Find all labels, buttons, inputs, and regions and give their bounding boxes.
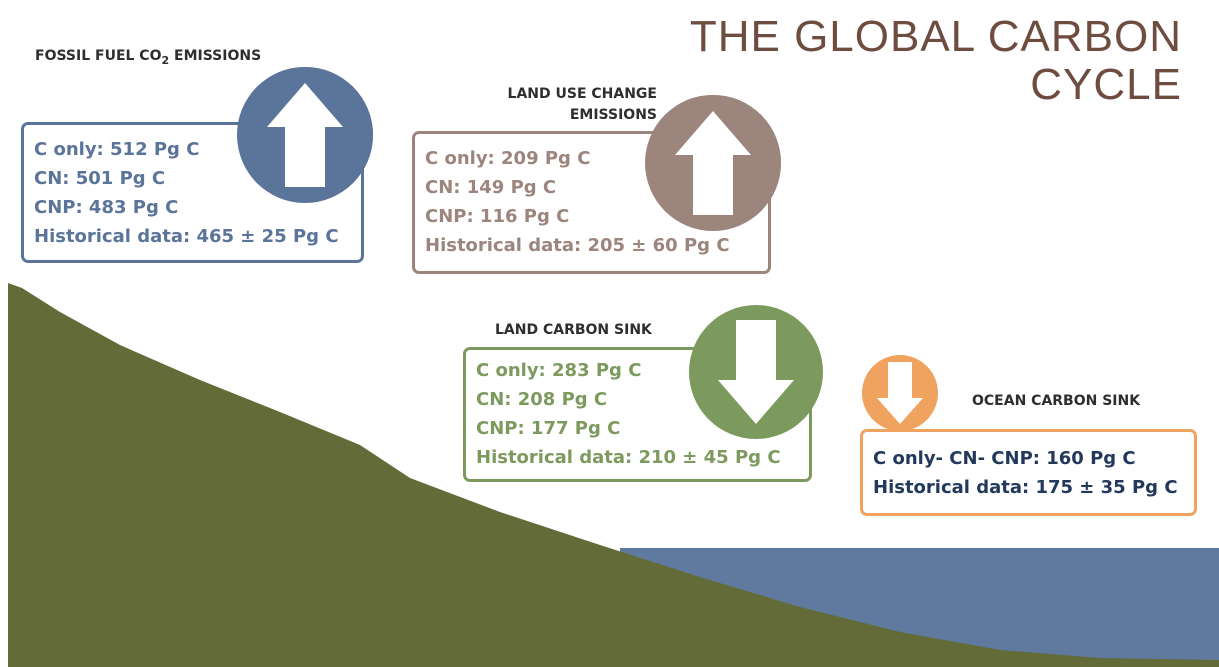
- value-line: Historical data: 465 ± 25 Pg C: [34, 226, 339, 247]
- land: [8, 283, 1219, 667]
- value-line: Historical data: 210 ± 45 Pg C: [476, 447, 781, 468]
- value-line: C only: 209 Pg C: [425, 148, 591, 169]
- label-line: EMISSIONS: [569, 107, 657, 123]
- down-arrow: [718, 320, 794, 424]
- down-arrow: [877, 362, 923, 424]
- title-line: THE GLOBAL CARBON: [689, 12, 1182, 61]
- ocean-sink-label: OCEAN CARBON SINK: [972, 393, 1141, 409]
- label-line: LAND USE CHANGE: [507, 86, 657, 102]
- value-line: C only: 512 Pg C: [34, 139, 200, 160]
- up-arrow: [675, 111, 751, 215]
- value-line: C only- CN- CNP: 160 Pg C: [873, 448, 1136, 469]
- value-line: Historical data: 175 ± 35 Pg C: [873, 477, 1178, 498]
- title-line: CYCLE: [1030, 60, 1182, 109]
- ocean-sink-box: C only- CN- CNP: 160 Pg C Historical dat…: [860, 429, 1197, 516]
- value-line: CN: 149 Pg C: [425, 177, 557, 198]
- value-line: Historical data: 205 ± 60 Pg C: [425, 235, 730, 256]
- label-text: FOSSIL FUEL CO: [35, 48, 162, 64]
- value-line: CN: 208 Pg C: [476, 389, 608, 410]
- value-line: CNP: 177 Pg C: [476, 418, 621, 439]
- label-text: EMISSIONS: [174, 48, 262, 64]
- value-line: CNP: 483 Pg C: [34, 197, 179, 218]
- value-line: CN: 501 Pg C: [34, 168, 166, 189]
- fossil-label: FOSSIL FUEL CO2 EMISSIONS: [35, 48, 261, 67]
- value-line: C only: 283 Pg C: [476, 360, 642, 381]
- value-line: CNP: 116 Pg C: [425, 206, 570, 227]
- up-arrow: [267, 83, 343, 187]
- land-use-label: LAND USE CHANGE EMISSIONS: [508, 84, 657, 126]
- land-sink-label: LAND CARBON SINK: [495, 322, 652, 338]
- subscript: 2: [161, 53, 170, 67]
- title: THE GLOBAL CARBON CYCLE: [690, 13, 1182, 109]
